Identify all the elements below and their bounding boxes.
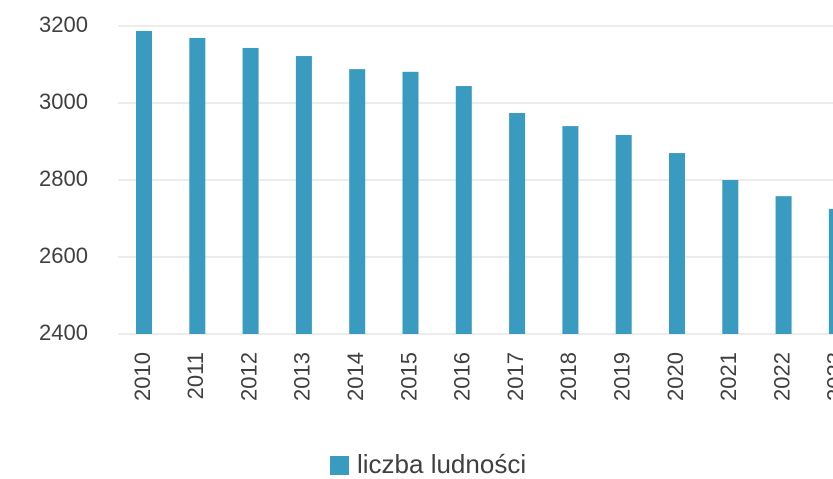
bar xyxy=(455,86,472,334)
x-tick-label: 2021 xyxy=(716,352,741,401)
x-tick-label: 2020 xyxy=(663,352,688,401)
y-tick-label: 3200 xyxy=(39,12,88,37)
y-tick-label: 3000 xyxy=(39,89,88,114)
x-tick-label: 2022 xyxy=(769,352,794,401)
bar xyxy=(775,196,792,334)
x-tick-label: 2011 xyxy=(183,352,208,399)
bar xyxy=(509,113,526,334)
legend-label: liczba ludności xyxy=(357,449,526,479)
x-tick-label: 2017 xyxy=(503,352,528,401)
bar xyxy=(242,47,259,334)
y-tick-label: 2600 xyxy=(39,243,88,268)
legend-swatch xyxy=(330,456,349,475)
bar xyxy=(828,208,833,334)
y-tick-label: 2800 xyxy=(39,166,88,191)
bar xyxy=(562,126,579,334)
legend: liczba ludności xyxy=(330,449,526,479)
x-tick-label: 2014 xyxy=(343,352,368,401)
bar xyxy=(189,37,206,335)
bar xyxy=(615,134,632,334)
x-tick-label: 2015 xyxy=(396,352,421,401)
bar xyxy=(295,56,312,334)
x-tick-label: 2016 xyxy=(450,352,475,401)
x-tick-label: 2023 xyxy=(823,352,833,401)
bar xyxy=(136,31,152,334)
x-tick-label: 2013 xyxy=(290,352,315,401)
x-tick-label: 2012 xyxy=(236,352,261,401)
bar xyxy=(349,69,366,335)
x-tick-label: 2018 xyxy=(556,352,581,401)
bar xyxy=(402,71,419,334)
bar xyxy=(669,153,685,334)
x-tick-label: 2019 xyxy=(610,352,635,401)
x-tick-label: 2010 xyxy=(130,352,155,401)
y-tick-label: 2400 xyxy=(39,320,88,345)
bar xyxy=(722,180,739,334)
